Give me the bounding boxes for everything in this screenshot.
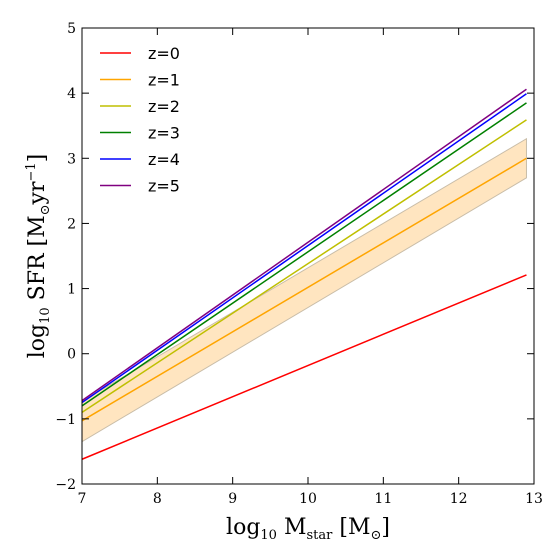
- y-axis-label: log10 SFR [M⊙yr−1]: [24, 154, 53, 359]
- y-tick-label: 5: [67, 21, 76, 37]
- series-line-0: [81, 274, 527, 460]
- y-axis-label-prefix: log: [25, 324, 50, 358]
- y-axis-label-close: ]: [25, 154, 50, 163]
- legend-label-0: z=0: [148, 44, 180, 63]
- x-tick-label: 13: [525, 491, 543, 507]
- x-tick-label: 7: [78, 491, 87, 507]
- x-axis-label: log10 Mstar [M⊙]: [226, 515, 390, 543]
- legend-label-5: z=5: [148, 177, 180, 196]
- x-axis-label-prefix-sub: 10: [260, 528, 277, 543]
- series-line-4: [81, 93, 527, 404]
- y-tick-label: 1: [67, 282, 76, 298]
- series-line-5: [81, 88, 527, 402]
- legend-label-4: z=4: [148, 150, 180, 169]
- x-tick-label: 10: [299, 491, 317, 507]
- y-axis-label-sup: −1: [24, 162, 39, 181]
- y-tick-label: 3: [67, 151, 76, 167]
- x-tick-label: 8: [153, 491, 162, 507]
- x-tick-label: 9: [228, 491, 237, 507]
- x-axis-label-prefix: log: [226, 515, 260, 540]
- y-tick-label: −2: [55, 477, 76, 493]
- x-axis-label-units: [M: [339, 515, 370, 540]
- y-tick-label: −1: [55, 412, 76, 428]
- y-axis-label-yr: yr: [25, 181, 50, 205]
- series-line-2: [81, 119, 527, 413]
- y-axis-label-main: SFR: [25, 252, 50, 300]
- y-axis-label-units: [M: [25, 215, 50, 246]
- y-axis-label-units-sub: ⊙: [38, 204, 53, 215]
- legend-label-2: z=2: [148, 97, 180, 116]
- legend-label-3: z=3: [148, 124, 180, 143]
- x-axis-label-units-sub: ⊙: [370, 528, 381, 543]
- y-tick-label: 4: [67, 86, 76, 102]
- series-layer: [81, 88, 527, 460]
- legend: z=0 z=1 z=2 z=3 z=4 z=5: [100, 44, 180, 196]
- legend-label-1: z=1: [148, 71, 180, 90]
- x-axis-label-close: ]: [381, 515, 390, 540]
- x-axis-label-main: M: [284, 515, 307, 540]
- y-axis-label-prefix-sub: 10: [38, 307, 53, 324]
- x-tick-label: 12: [450, 491, 468, 507]
- y-tick-label: 0: [67, 347, 76, 363]
- x-axis-label-main-sub: star: [306, 528, 333, 543]
- y-tick-label: 2: [67, 216, 76, 232]
- x-tick-label: 11: [374, 491, 392, 507]
- series-line-3: [81, 102, 527, 407]
- series-line-1: [81, 157, 527, 422]
